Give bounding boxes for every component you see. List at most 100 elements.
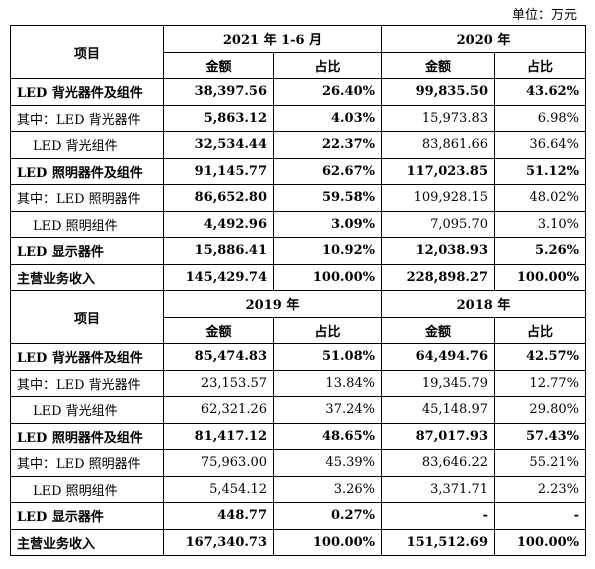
ratio-cell: 5.26%	[494, 237, 586, 265]
amount-cell: 12,038.93	[381, 237, 495, 265]
row-label: LED 照明器件及组件	[10, 157, 164, 185]
ratio-header: 占比	[494, 51, 586, 79]
ratio-cell: 36.64%	[494, 131, 586, 159]
ratio-header: 占比	[494, 316, 586, 344]
ratio-cell: 62.67%	[273, 157, 382, 185]
period-header: 2020 年	[381, 25, 586, 53]
ratio-cell: 48.65%	[273, 422, 382, 450]
table-row: LED 照明组件 4,492.96 3.09% 7,095.70 3.10%	[10, 210, 586, 238]
table-row: LED 显示器件 448.77 0.27% - -	[10, 502, 586, 530]
amount-header: 金额	[163, 51, 274, 79]
amount-cell: 83,861.66	[381, 131, 495, 159]
amount-cell: 86,652.80	[163, 184, 274, 212]
row-label: LED 显示器件	[10, 237, 164, 265]
ratio-cell: 2.23%	[494, 475, 586, 503]
revenue-table: 项目 2021 年 1-6 月 2020 年金额 占比 金额 占比 LED 背光器件及组件 3…	[10, 25, 586, 556]
amount-cell: -	[381, 502, 495, 530]
table-row: LED 背光器件及组件 85,474.83 51.08% 64,494.76 42.57…	[10, 343, 586, 371]
amount-cell: 32,534.44	[163, 131, 274, 159]
amount-cell: 75,963.00	[163, 449, 274, 477]
ratio-cell: 48.02%	[494, 184, 586, 212]
table-row: LED 显示器件 15,886.41 10.92% 12,038.93 5.26%	[10, 237, 586, 265]
amount-cell: 15,973.83	[381, 104, 495, 132]
amount-cell: 167,340.73	[163, 528, 274, 556]
amount-cell: 448.77	[163, 502, 274, 530]
amount-cell: 85,474.83	[163, 343, 274, 371]
ratio-cell: 100.00%	[273, 263, 382, 291]
amount-cell: 5,454.12	[163, 475, 274, 503]
table-row: 主营业务收入 145,429.74 100.00% 228,898.27 100.00%	[10, 263, 586, 291]
period-header: 2019 年	[163, 290, 382, 318]
table-row: 其中：LED 背光器件 23,153.57 13.84% 19,345.79 12.77…	[10, 369, 586, 397]
ratio-cell: 45.39%	[273, 449, 382, 477]
row-label: LED 显示器件	[10, 502, 164, 530]
amount-header: 金额	[163, 316, 274, 344]
ratio-cell: 13.84%	[273, 369, 382, 397]
amount-cell: 45,148.97	[381, 396, 495, 424]
ratio-header: 占比	[273, 51, 382, 79]
amount-cell: 99,835.50	[381, 78, 495, 106]
row-label: 主营业务收入	[10, 263, 164, 291]
amount-cell: 15,886.41	[163, 237, 274, 265]
ratio-cell: 51.08%	[273, 343, 382, 371]
amount-cell: 228,898.27	[381, 263, 495, 291]
table-row: LED 背光组件 32,534.44 22.37% 83,861.66 36.64%	[10, 131, 586, 159]
row-label: 主营业务收入	[10, 528, 164, 556]
amount-cell: 109,928.15	[381, 184, 495, 212]
table-row: 其中：LED 照明器件 75,963.00 45.39% 83,646.22 55.21…	[10, 449, 586, 477]
ratio-cell: 29.80%	[494, 396, 586, 424]
amount-cell: 23,153.57	[163, 369, 274, 397]
amount-cell: 91,145.77	[163, 157, 274, 185]
amount-cell: 62,321.26	[163, 396, 274, 424]
item-header: 项目	[10, 290, 164, 344]
ratio-cell: 3.10%	[494, 210, 586, 238]
period-header: 2018 年	[381, 290, 586, 318]
row-label: LED 照明器件及组件	[10, 422, 164, 450]
amount-header: 金额	[381, 51, 495, 79]
ratio-cell: 3.26%	[273, 475, 382, 503]
row-label: LED 照明组件	[10, 210, 164, 238]
ratio-cell: 3.09%	[273, 210, 382, 238]
period-header: 2021 年 1-6 月	[163, 25, 382, 53]
unit-label: 单位：万元	[511, 8, 577, 23]
table-row: LED 照明组件 5,454.12 3.26% 3,371.71 2.23%	[10, 475, 586, 503]
ratio-cell: 43.62%	[494, 78, 586, 106]
ratio-cell: 37.24%	[273, 396, 382, 424]
row-label: 其中：LED 背光器件	[10, 104, 164, 132]
period-header-row: 项目 2019 年 2018 年	[10, 290, 586, 344]
ratio-cell: 0.27%	[273, 502, 382, 530]
amount-header: 金额	[381, 316, 495, 344]
amount-cell: 145,429.74	[163, 263, 274, 291]
amount-cell: 83,646.22	[381, 449, 495, 477]
revenue-table-body: 项目 2021 年 1-6 月 2020 年金额 占比 金额 占比 LED 背光器件及组件 3…	[10, 25, 586, 556]
ratio-cell: 59.58%	[273, 184, 382, 212]
row-label: 其中：LED 照明器件	[10, 184, 164, 212]
table-row: 其中：LED 照明器件 86,652.80 59.58% 109,928.15 48.0…	[10, 184, 586, 212]
ratio-cell: 42.57%	[494, 343, 586, 371]
ratio-cell: 26.40%	[273, 78, 382, 106]
ratio-cell: 51.12%	[494, 157, 586, 185]
ratio-cell: 6.98%	[494, 104, 586, 132]
ratio-header: 占比	[273, 316, 382, 344]
ratio-cell: 22.37%	[273, 131, 382, 159]
amount-cell: 87,017.93	[381, 422, 495, 450]
table-row: LED 照明器件及组件 81,417.12 48.65% 87,017.93 57.43…	[10, 422, 586, 450]
ratio-cell: 55.21%	[494, 449, 586, 477]
amount-cell: 5,863.12	[163, 104, 274, 132]
row-label: LED 背光器件及组件	[10, 343, 164, 371]
column-header-row: 金额 占比 金额 占比	[11, 51, 586, 79]
amount-cell: 4,492.96	[163, 210, 274, 238]
ratio-cell: 4.03%	[273, 104, 382, 132]
ratio-cell: 12.77%	[494, 369, 586, 397]
period-header-row: 项目 2021 年 1-6 月 2020 年	[10, 25, 586, 79]
item-header: 项目	[10, 25, 164, 79]
amount-cell: 38,397.56	[163, 78, 274, 106]
table-row: 主营业务收入 167,340.73 100.00% 151,512.69 100.00%	[10, 528, 586, 556]
amount-cell: 3,371.71	[381, 475, 495, 503]
row-label: LED 背光组件	[10, 396, 164, 424]
table-row: LED 背光组件 62,321.26 37.24% 45,148.97 29.80%	[10, 396, 586, 424]
column-header-row: 金额 占比 金额 占比	[11, 316, 586, 344]
amount-cell: 7,095.70	[381, 210, 495, 238]
ratio-cell: 57.43%	[494, 422, 586, 450]
row-label: LED 背光器件及组件	[10, 78, 164, 106]
